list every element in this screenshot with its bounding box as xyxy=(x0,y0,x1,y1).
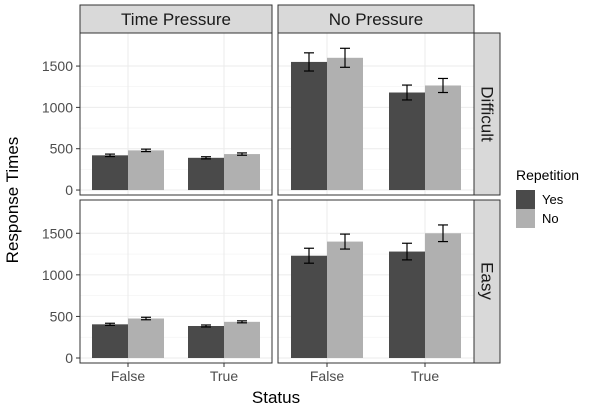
column-strip-time-pressure: Time Pressure xyxy=(79,4,273,34)
panel-border xyxy=(79,199,273,364)
panel-border xyxy=(277,199,475,364)
bar-no xyxy=(224,321,260,359)
bar-no xyxy=(327,57,363,191)
bar-yes xyxy=(92,155,128,191)
y-tick-label: 0 xyxy=(65,350,73,366)
bar-yes xyxy=(291,61,327,191)
y-axis-title: Response Times xyxy=(3,137,22,264)
bar-no xyxy=(425,85,461,191)
error-bar xyxy=(438,224,448,243)
error-bar xyxy=(402,242,412,261)
error-bar xyxy=(141,148,151,153)
error-bar xyxy=(438,77,448,94)
bar-no xyxy=(128,150,164,191)
y-tick-label: 0 xyxy=(65,182,73,198)
row-strip-easy: Easy xyxy=(473,199,501,364)
error-bar xyxy=(340,233,350,250)
column-strip-label: Time Pressure xyxy=(121,10,231,29)
panel-no-pressure-difficult xyxy=(277,32,475,196)
panels xyxy=(79,32,475,364)
error-bar xyxy=(201,156,211,160)
bar-yes xyxy=(389,251,425,359)
x-tick-label: False xyxy=(310,368,344,384)
error-bar xyxy=(237,152,247,156)
error-bar xyxy=(105,153,115,158)
legend-swatch-no xyxy=(516,209,535,228)
error-bar xyxy=(141,316,151,321)
column-strip-no-pressure: No Pressure xyxy=(277,4,475,34)
bar-yes xyxy=(389,92,425,191)
panel-time-pressure-difficult xyxy=(79,32,273,196)
legend-label-yes: Yes xyxy=(542,192,564,207)
error-bar xyxy=(402,84,412,101)
bar-yes xyxy=(188,157,224,191)
y-tick-label: 500 xyxy=(50,141,74,157)
error-bar xyxy=(105,322,115,327)
y-tick-label: 1500 xyxy=(42,58,73,74)
bar-yes xyxy=(188,325,224,359)
error-bar xyxy=(340,47,350,68)
legend-title: Repetition xyxy=(516,167,579,183)
legend-label-no: No xyxy=(542,211,559,226)
y-tick-label: 1000 xyxy=(42,267,73,283)
error-bar xyxy=(237,320,247,324)
x-tick-labels: False True False True xyxy=(111,363,439,384)
panel-time-pressure-easy xyxy=(79,199,273,364)
x-axis-title: Status xyxy=(252,388,300,407)
x-tick-label: False xyxy=(111,368,145,384)
row-strip-label: Easy xyxy=(478,262,497,300)
bar-no xyxy=(224,154,260,191)
bar-no xyxy=(327,241,363,359)
panel-border xyxy=(277,32,475,196)
y-tick-labels: 0 500 1000 1500 0 500 1000 1500 xyxy=(42,58,80,366)
bar-no xyxy=(128,318,164,359)
legend: Repetition Yes No xyxy=(516,167,579,228)
x-tick-label: True xyxy=(210,368,238,384)
error-bar xyxy=(304,52,314,72)
panel-no-pressure-easy xyxy=(277,199,475,364)
panel-border xyxy=(79,32,273,196)
column-strip-label: No Pressure xyxy=(329,10,423,29)
x-tick-label: True xyxy=(411,368,439,384)
y-tick-label: 1000 xyxy=(42,99,73,115)
row-strip-label: Difficult xyxy=(478,86,497,142)
bar-yes xyxy=(92,324,128,359)
legend-swatch-yes xyxy=(516,190,535,209)
y-tick-label: 1500 xyxy=(42,225,73,241)
row-strip-difficult: Difficult xyxy=(473,32,501,196)
error-bar xyxy=(201,324,211,328)
y-tick-label: 500 xyxy=(50,308,74,324)
error-bar xyxy=(304,247,314,264)
bar-yes xyxy=(291,255,327,359)
bar-no xyxy=(425,233,461,359)
